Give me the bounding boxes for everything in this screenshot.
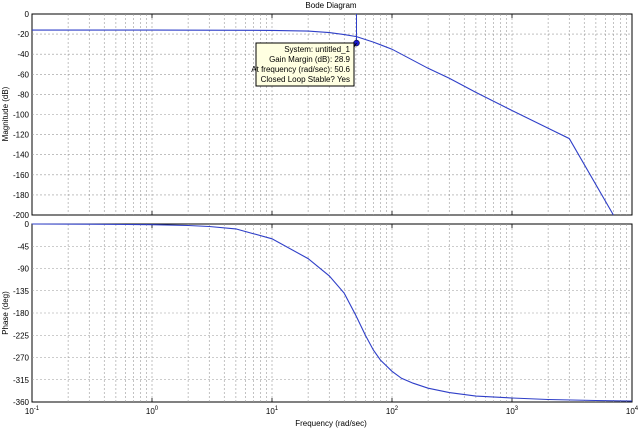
y-tick-label: -160 [13,171,30,180]
magnitude-curve[interactable] [32,29,614,216]
y-tick-label: -270 [13,354,30,363]
x-tick-label: 103 [506,406,519,416]
x-tick-label: 10-1 [25,406,40,416]
datatip-line-system: System: untitled_1 [284,45,350,54]
gain-margin-datatip[interactable]: System: untitled_1 Gain Margin (dB): 28.… [251,42,357,87]
y-tick-label: -100 [13,111,30,120]
x-tick-label: 100 [146,406,159,416]
y-tick-label: -225 [13,331,30,340]
phase-panel: 0 -45 -90 -135 -180 -225 -270 -315 -360 Phase (d… [1,220,633,407]
y-tick-label: 0 [25,220,30,229]
y-tick-label: -20 [17,30,29,39]
phase-ylabel: Phase (deg) [1,291,10,335]
y-tick-label: -200 [13,211,30,220]
y-tick-label: -315 [13,376,30,385]
y-tick-label: 0 [25,10,30,19]
phase-series [31,223,633,402]
y-tick-label: -40 [17,50,29,59]
x-tick-label: 102 [386,406,399,416]
phase-grid [31,224,633,402]
magnitude-grid [31,14,633,215]
y-tick-label: -80 [17,90,29,99]
y-tick-label: -180 [13,191,30,200]
x-tick-label: 104 [626,406,639,416]
datatip-box [255,42,355,87]
phase-curve[interactable] [31,223,633,402]
magnitude-ylabel: Magnitude (dB) [1,86,10,141]
chart-title: Bode Diagram [305,1,356,10]
y-tick-label: -360 [13,398,30,407]
y-tick-label: -45 [17,242,29,251]
magnitude-y-ticks: 0 -20 -40 -60 -80 -100 -120 -140 -160 -180 -200 [13,10,30,220]
y-tick-label: -140 [13,151,30,160]
x-tick-label: 101 [266,406,279,416]
y-tick-label: -180 [13,309,30,318]
y-tick-label: -135 [13,287,30,296]
y-tick-label: -120 [13,131,30,140]
phase-y-ticks: 0 -45 -90 -135 -180 -225 -270 -315 -360 [13,220,30,407]
magnitude-panel: 0 -20 -40 -60 -80 -100 -120 -140 -160 -180 -200 Ma… [1,10,633,220]
datatip-line-gain-margin: Gain Margin (dB): 28.9 [269,55,350,64]
y-tick-label: -90 [17,265,29,274]
x-axis-label: Frequency (rad/sec) [295,419,367,428]
datatip-line-stability: Closed Loop Stable? Yes [261,75,350,84]
datatip-line-frequency: At frequency (rad/sec): 50.6 [251,65,350,74]
frequency-x-ticks: 10-1 100 101 102 103 104 [25,406,639,416]
y-tick-label: -60 [17,70,29,79]
